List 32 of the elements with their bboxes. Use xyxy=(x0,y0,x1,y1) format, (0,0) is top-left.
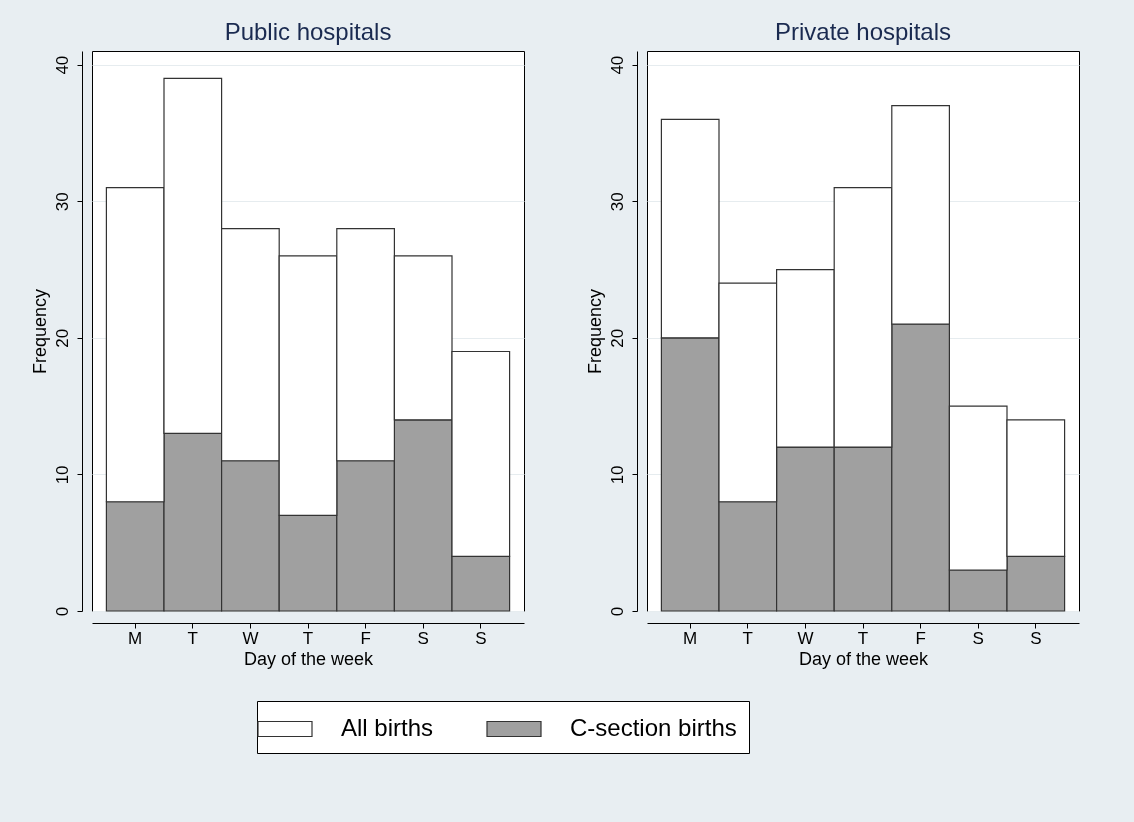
y-tick-label: 20 xyxy=(52,328,72,348)
x-tick-label: T xyxy=(857,628,869,648)
x-axis-title: Day of the week xyxy=(243,648,375,669)
legend-label: All births xyxy=(341,714,434,741)
x-tick-label: W xyxy=(242,628,259,648)
y-tick-label: 0 xyxy=(607,606,627,617)
y-tick-label: 40 xyxy=(607,55,627,75)
y-tick-label: 0 xyxy=(52,606,72,617)
x-axis-title: Day of the week xyxy=(798,648,930,669)
x-tick-label: T xyxy=(187,628,198,648)
x-tick-label: S xyxy=(1030,628,1042,648)
x-tick-label: W xyxy=(797,628,814,648)
y-axis-title: Frequency xyxy=(584,288,605,375)
x-tick-label: S xyxy=(972,628,984,648)
chart-title: Private hospitals xyxy=(774,18,952,45)
x-tick-label: F xyxy=(915,628,926,648)
y-tick-label: 30 xyxy=(607,192,627,212)
y-tick-label: 10 xyxy=(607,465,627,485)
y-tick-label: 20 xyxy=(607,328,627,348)
x-tick-label: S xyxy=(417,628,429,648)
x-tick-label: M xyxy=(683,628,698,648)
y-tick-label: 10 xyxy=(52,465,72,485)
legend-label: C-section births xyxy=(570,714,737,741)
x-tick-label: M xyxy=(128,628,143,648)
chart-title: Public hospitals xyxy=(224,18,392,45)
x-tick-label: T xyxy=(742,628,753,648)
x-tick-label: S xyxy=(475,628,487,648)
y-axis-title: Frequency xyxy=(29,288,50,375)
x-tick-label: T xyxy=(302,628,314,648)
x-tick-label: F xyxy=(360,628,371,648)
y-tick-label: 30 xyxy=(52,192,72,212)
y-tick-label: 40 xyxy=(52,55,72,75)
